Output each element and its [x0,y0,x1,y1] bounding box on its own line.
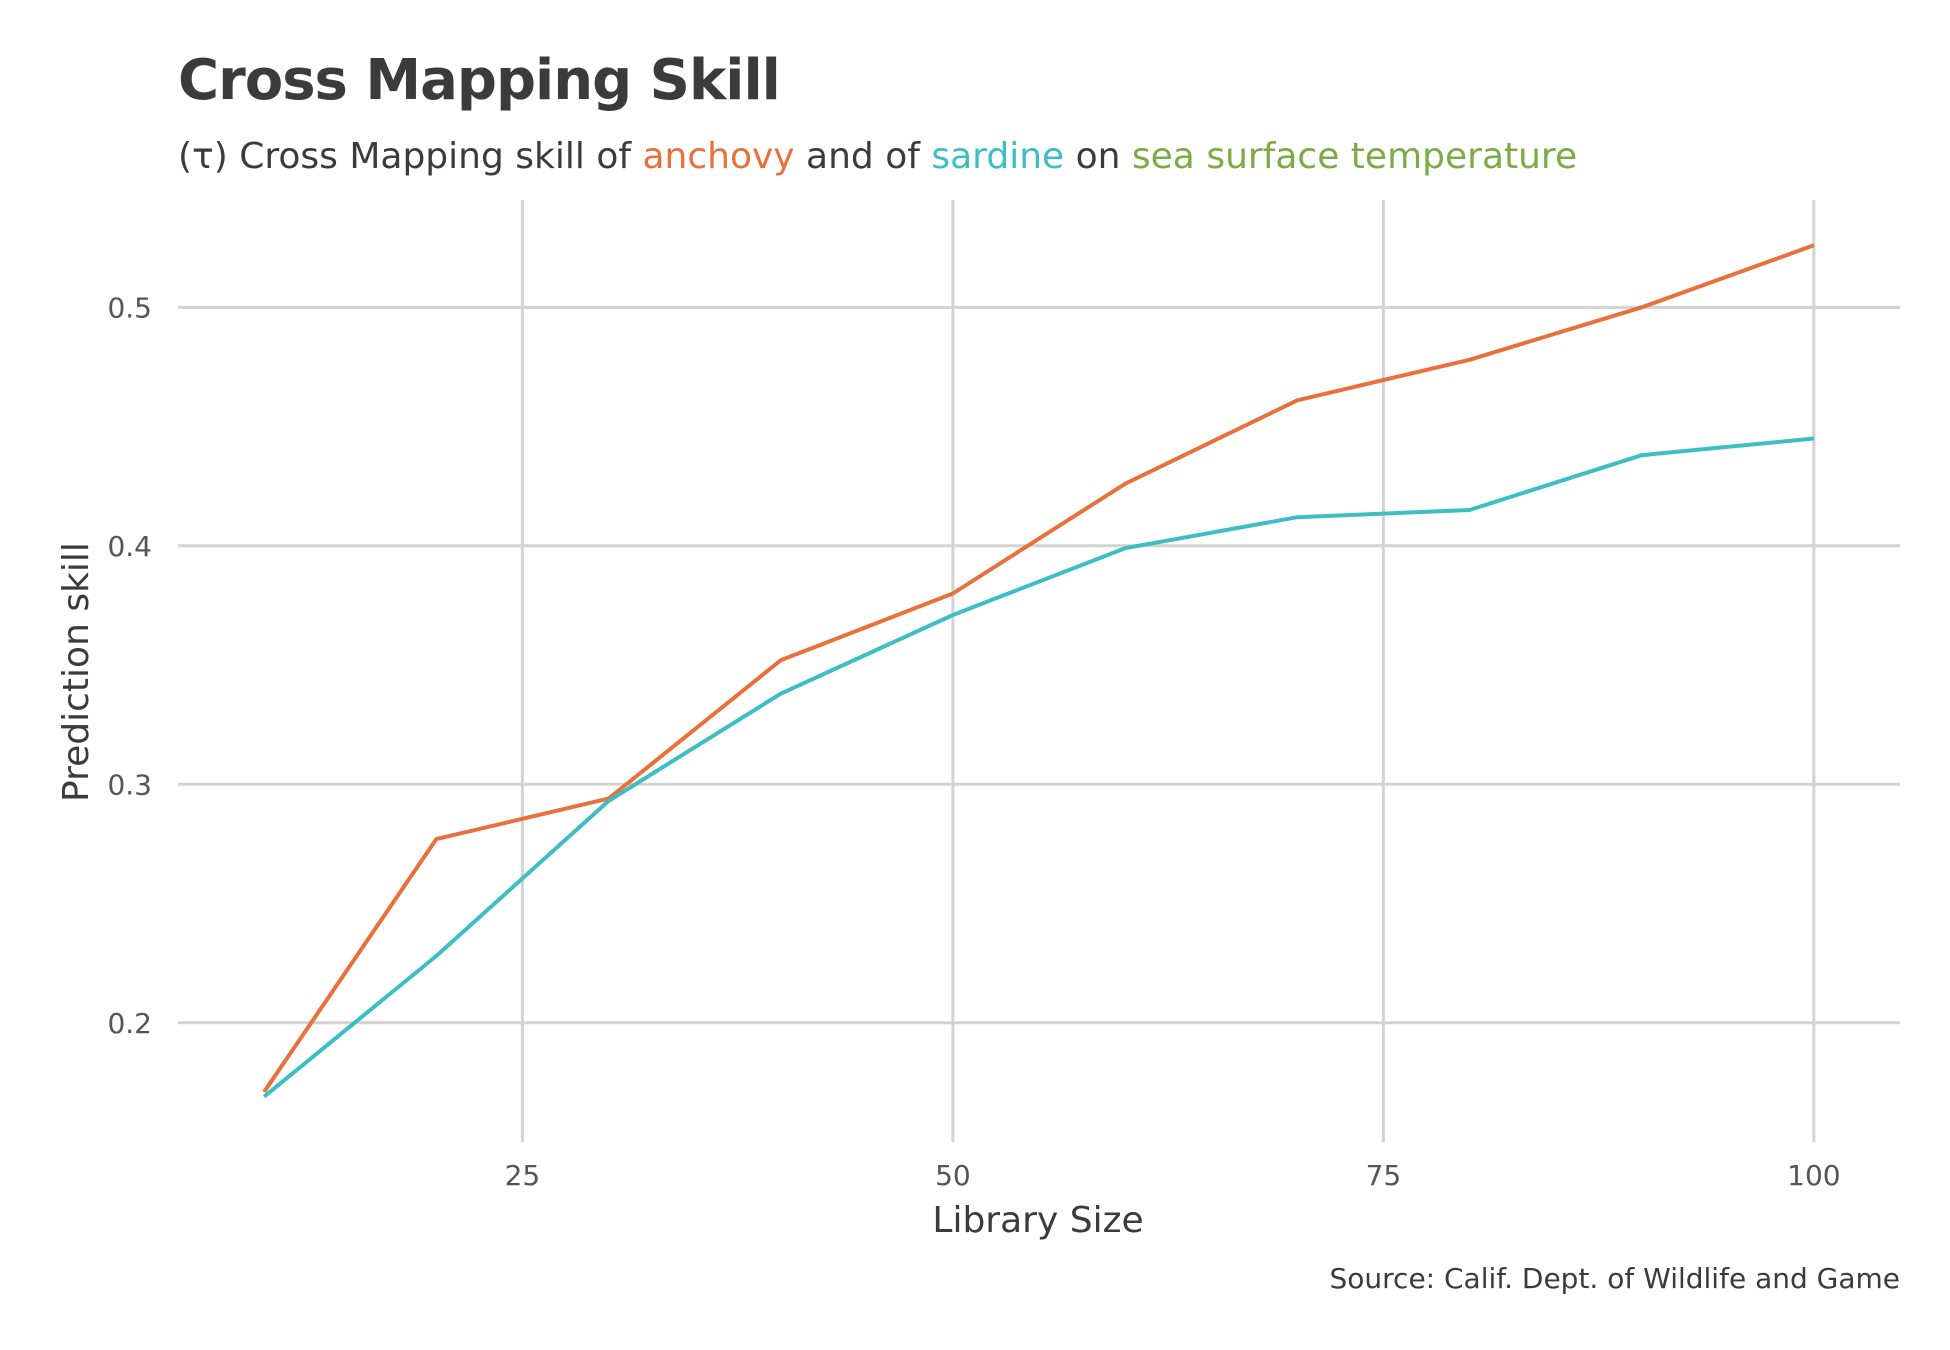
chart-subtitle: (τ) Cross Mapping skill of anchovy and o… [178,136,1577,177]
subtitle-prefix: (τ) Cross Mapping skill of [178,136,643,177]
x-axis-title: Library Size [932,1200,1143,1241]
subtitle-sardine: sardine [931,136,1065,177]
series-lines [262,243,1815,1099]
subtitle-mid2: on [1064,136,1132,177]
subtitle-mid1: and of [794,136,932,177]
y-tick-label: 0.2 [107,1007,152,1040]
subtitle-anchovy: anchovy [642,136,795,177]
y-tick-label: 0.4 [107,530,152,563]
y-axis-title: Prediction skill [56,542,97,802]
subtitle-sst: sea surface temperature [1131,136,1578,177]
y-tick-label: 0.3 [107,768,152,801]
source-caption: Source: Calif. Dept. of Wildlife and Gam… [1329,1262,1901,1295]
y-tick-label: 0.5 [107,291,152,324]
tick-labels: 0.2 0.3 0.4 0.5 25 50 75 100 [107,291,1840,1192]
grid-lines [178,200,1900,1142]
x-tick-label: 75 [1366,1159,1402,1192]
x-tick-label: 100 [1787,1159,1840,1192]
x-tick-label: 25 [505,1159,541,1192]
chart-title: Cross Mapping Skill [178,48,781,113]
series-line-anchovy [262,243,1815,1094]
x-tick-label: 50 [935,1159,971,1192]
series-line-sardine [262,436,1815,1099]
